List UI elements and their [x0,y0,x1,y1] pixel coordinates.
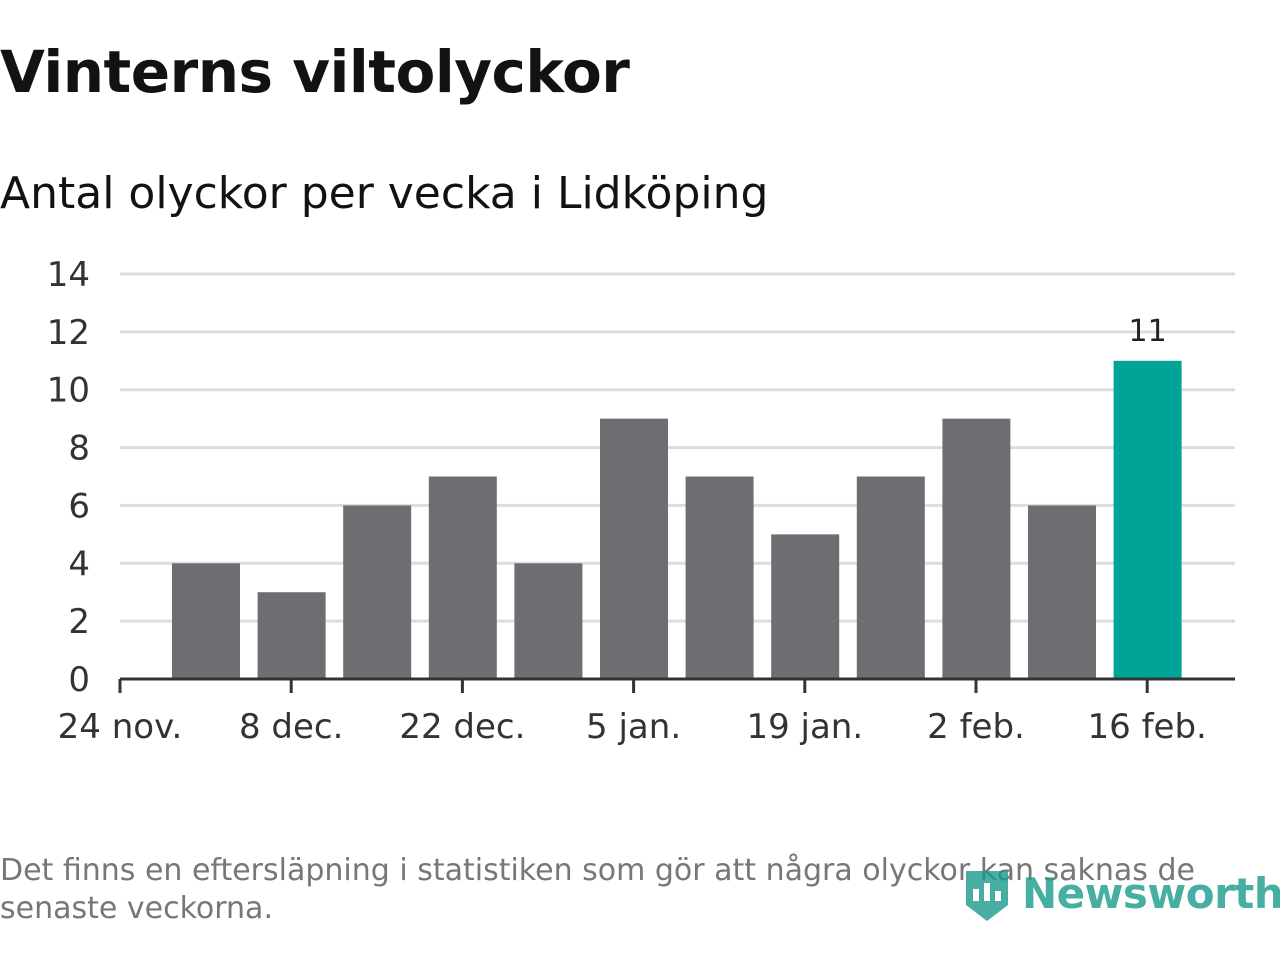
bar [771,534,840,679]
y-tick-label: 12 [47,313,90,353]
chart-title: Vinterns viltolyckor [0,38,630,106]
y-tick-label: 2 [68,602,90,642]
y-tick-label: 6 [68,486,90,526]
chart-subtitle: Antal olyckor per vecka i Lidköping [0,168,769,219]
newsworthy-logo-icon [966,871,1008,921]
data-labels: 11 [1129,314,1167,349]
bar [856,476,925,679]
x-tick-label: 22 dec. [399,707,525,747]
newsworthy-logo: Newsworthy [962,860,1280,926]
y-tick-label: 8 [68,429,90,469]
grid-lines [120,272,1235,623]
x-tick-label: 16 feb. [1088,707,1207,747]
bars [172,360,1182,679]
x-tick-label: 24 nov. [58,707,183,747]
y-tick-label: 10 [47,371,90,411]
x-axis [118,677,1235,693]
x-tick-label: 19 jan. [746,707,863,747]
bar-value-label: 11 [1129,314,1167,349]
x-axis-tick-labels: 24 nov. 8 dec. 22 dec. 5 jan. 19 jan. 2 feb. 1… [58,707,1207,747]
x-tick-label: 5 jan. [586,707,681,747]
bar [428,476,497,679]
bar [600,418,668,679]
y-tick-label: 14 [47,255,90,295]
y-tick-label: 0 [68,660,90,700]
logo-text: Newsworthy [1022,868,1280,918]
bar [257,592,326,679]
x-tick-label: 2 feb. [927,707,1025,747]
bar [343,505,412,679]
bar-highlighted [1113,360,1182,679]
y-axis-tick-labels: 0 2 4 6 8 10 12 14 [47,255,90,700]
bar [942,418,1011,679]
bar-chart: 0 2 4 6 8 10 12 14 24 nov. 8 dec. 22 dec. 5 jan. 19… [47,255,1235,747]
bar [514,563,583,679]
bar [685,476,754,679]
x-tick-label: 8 dec. [239,707,343,747]
bar [172,563,240,679]
y-tick-label: 4 [68,544,90,584]
bar [1028,505,1096,679]
